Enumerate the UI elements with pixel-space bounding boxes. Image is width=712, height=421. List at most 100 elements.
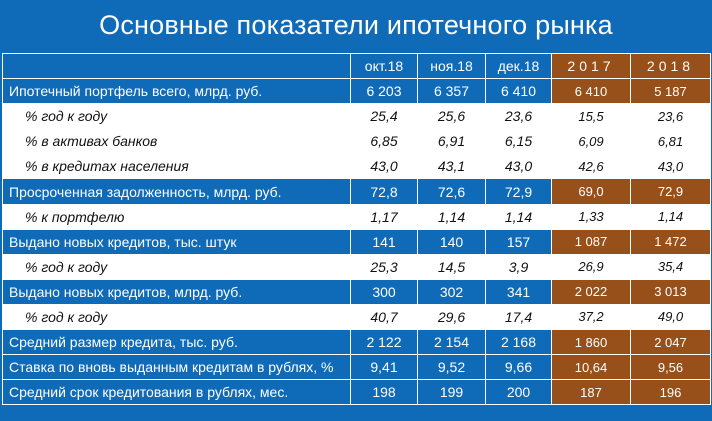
value-cell: 17,4 (485, 303, 552, 331)
value-cell: 72,9 (485, 178, 552, 205)
row-label: Выдано новых кредитов, тыс. штук (2, 228, 351, 255)
value-cell: 1 087 (551, 228, 631, 255)
value-cell: 2 154 (417, 329, 486, 356)
value-cell: 6,81 (630, 128, 711, 155)
value-cell: 3,9 (485, 253, 552, 280)
row-label: % год к году (2, 103, 351, 130)
value-cell: 9,56 (630, 354, 711, 381)
row-label: % в активах банков (2, 128, 351, 155)
value-cell: 198 (350, 379, 418, 406)
value-cell: 72,8 (350, 178, 418, 205)
value-cell: 341 (485, 278, 552, 305)
row-label: Просроченная задолженность, млрд. руб. (2, 178, 351, 205)
value-cell: 6 203 (350, 78, 418, 105)
column-header: ноя.18 (417, 52, 486, 80)
table-row: % в кредитах населения 43,0 43,1 43,0 42,6 43… (2, 153, 711, 180)
value-cell: 26,9 (551, 253, 631, 280)
table-row: % к портфелю 1,17 1,14 1,14 1,33 1,14 (2, 203, 711, 230)
value-cell: 40,7 (350, 303, 418, 331)
value-cell: 29,6 (417, 303, 486, 331)
value-cell: 140 (417, 228, 486, 255)
row-label: % к портфелю (2, 203, 351, 230)
table-row: Средний размер кредита, тыс. руб. 2 122 2 … (2, 329, 711, 356)
row-label: % год к году (2, 303, 351, 331)
value-cell: 37,2 (551, 303, 631, 331)
value-cell: 157 (485, 228, 552, 255)
table-row: % год к году 25,3 14,5 3,9 26,9 35,4 (2, 253, 711, 280)
value-cell: 42,6 (551, 153, 631, 180)
value-cell: 25,3 (350, 253, 418, 280)
value-cell: 187 (551, 379, 631, 406)
value-cell: 1,14 (630, 203, 711, 230)
value-cell: 2 022 (551, 278, 631, 305)
value-cell: 5 187 (630, 78, 711, 105)
row-label: Ипотечный портфель всего, млрд. руб. (2, 78, 351, 105)
value-cell: 1,14 (417, 203, 486, 230)
value-cell: 6 410 (551, 78, 631, 105)
column-header: 2017 (551, 52, 631, 80)
value-cell: 1 472 (630, 228, 711, 255)
column-header: дек.18 (485, 52, 552, 80)
value-cell: 302 (417, 278, 486, 305)
value-cell: 300 (350, 278, 418, 305)
column-header: 2018 (630, 52, 711, 80)
row-label: % в кредитах населения (2, 153, 351, 180)
value-cell: 23,6 (485, 103, 552, 130)
row-label: Ставка по вновь выданным кредитам в рубл… (2, 354, 351, 381)
column-header: окт.18 (350, 52, 418, 80)
row-label: Средний размер кредита, тыс. руб. (2, 329, 351, 356)
table-row: Средний срок кредитования в рублях, мес.… (2, 379, 711, 406)
value-cell: 72,6 (417, 178, 486, 205)
value-cell: 14,5 (417, 253, 486, 280)
table-row: Выдано новых кредитов, тыс. штук 141 140 15… (2, 228, 711, 255)
value-cell: 25,6 (417, 103, 486, 130)
value-cell: 2 168 (485, 329, 552, 356)
value-cell: 199 (417, 379, 486, 406)
value-cell: 43,1 (417, 153, 486, 180)
value-cell: 35,4 (630, 253, 711, 280)
value-cell: 69,0 (551, 178, 631, 205)
table-row: % год к году 25,4 25,6 23,6 15,5 23,6 (2, 103, 711, 130)
value-cell: 1 860 (551, 329, 631, 356)
value-cell: 6,85 (350, 128, 418, 155)
value-cell: 141 (350, 228, 418, 255)
value-cell: 3 013 (630, 278, 711, 305)
value-cell: 15,5 (551, 103, 631, 130)
row-label: Выдано новых кредитов, млрд. руб. (2, 278, 351, 305)
value-cell: 6,91 (417, 128, 486, 155)
value-cell: 43,0 (630, 153, 711, 180)
value-cell: 6 410 (485, 78, 552, 105)
value-cell: 72,9 (630, 178, 711, 205)
header-label-cell (2, 52, 351, 80)
value-cell: 49,0 (630, 303, 711, 331)
value-cell: 6,15 (485, 128, 552, 155)
table-row: Ставка по вновь выданным кредитам в рубл… (2, 354, 711, 381)
value-cell: 1,14 (485, 203, 552, 230)
value-cell: 196 (630, 379, 711, 406)
table-row: Просроченная задолженность, млрд. руб. 72… (2, 178, 711, 205)
value-cell: 9,66 (485, 354, 552, 381)
value-cell: 6,09 (551, 128, 631, 155)
value-cell: 6 357 (417, 78, 486, 105)
table-row: Ипотечный портфель всего, млрд. руб. 6 20… (2, 78, 711, 105)
value-cell: 43,0 (485, 153, 552, 180)
indicators-table: окт.18 ноя.18 дек.18 2017 2018 Ипотечный… (2, 52, 711, 406)
header-row: окт.18 ноя.18 дек.18 2017 2018 (2, 52, 711, 80)
value-cell: 2 047 (630, 329, 711, 356)
value-cell: 1,33 (551, 203, 631, 230)
value-cell: 10,64 (551, 354, 631, 381)
value-cell: 9,41 (350, 354, 418, 381)
row-label: Средний срок кредитования в рублях, мес. (2, 379, 351, 406)
value-cell: 9,52 (417, 354, 486, 381)
value-cell: 1,17 (350, 203, 418, 230)
table-row: % год к году 40,7 29,6 17,4 37,2 49,0 (2, 303, 711, 331)
value-cell: 200 (485, 379, 552, 406)
page-title: Основные показатели ипотечного рынка (99, 9, 613, 40)
value-cell: 43,0 (350, 153, 418, 180)
table-row: % в активах банков 6,85 6,91 6,15 6,09 6,81 (2, 128, 711, 155)
row-label: % год к году (2, 253, 351, 280)
value-cell: 25,4 (350, 103, 418, 130)
value-cell: 23,6 (630, 103, 711, 130)
value-cell: 2 122 (350, 329, 418, 356)
